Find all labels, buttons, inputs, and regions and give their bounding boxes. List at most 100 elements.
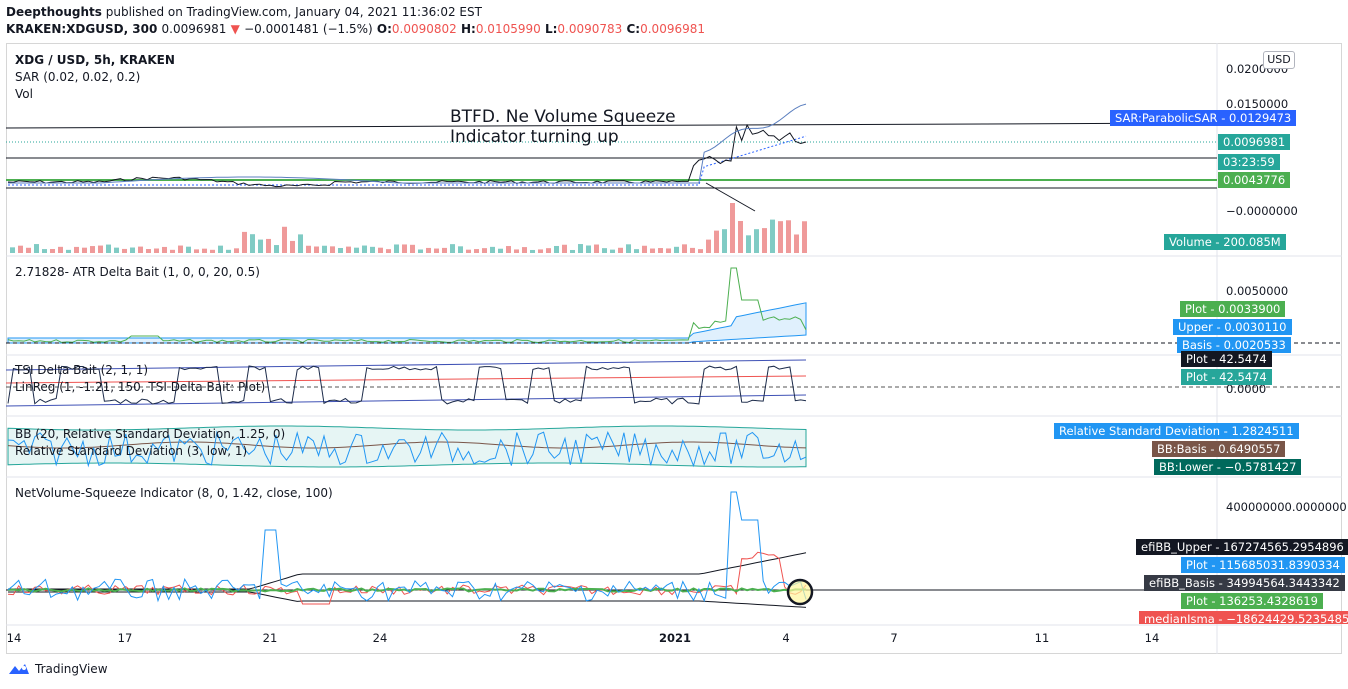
low-value: 0.0090783 bbox=[557, 22, 623, 36]
rsd-pane-title[interactable]: Relative Standard Deviation (3, low, 1) bbox=[15, 444, 248, 458]
atr-band bbox=[7, 302, 807, 344]
tag-value: −0.5781427 bbox=[1224, 460, 1297, 474]
author-name[interactable]: Deepthoughts bbox=[6, 5, 102, 19]
tag-sar-level: 0.0043776 bbox=[1218, 172, 1291, 188]
volume-bar bbox=[434, 248, 439, 253]
linreg-pane-title[interactable]: LinReg (1, -1.21, 150, TSI Delta Bait: P… bbox=[15, 380, 266, 394]
volume-bar bbox=[482, 248, 487, 253]
atr-pane-title[interactable]: 2.71828- ATR Delta Bait (1, 0, 0, 20, 0.… bbox=[15, 265, 260, 279]
tag-value: 167274565.2954896 bbox=[1223, 540, 1344, 554]
price-series bbox=[7, 123, 807, 188]
vol-indicator-label[interactable]: Vol bbox=[15, 87, 33, 101]
volume-bar bbox=[50, 248, 55, 253]
price-axis-label: −0.0000000 bbox=[1226, 204, 1298, 218]
annotation-line-2[interactable]: Indicator turning up bbox=[450, 127, 619, 147]
high-label: H: bbox=[461, 22, 476, 36]
tag-label: Upper bbox=[1178, 320, 1213, 334]
volume-bar bbox=[458, 246, 463, 253]
tag-value: 0.0043776 bbox=[1223, 173, 1286, 187]
volume-bar bbox=[26, 247, 31, 253]
volume-bar bbox=[770, 219, 775, 253]
volume-bar bbox=[546, 248, 551, 253]
bb-pane-title[interactable]: BB (20, Relative Standard Deviation, 1.2… bbox=[15, 427, 286, 441]
volume-bar bbox=[34, 244, 39, 253]
tag-value: 200.085M bbox=[1223, 235, 1281, 249]
volume-bar bbox=[650, 248, 655, 253]
tag-value: 1.2824511 bbox=[1231, 424, 1294, 438]
volume-bar bbox=[170, 249, 175, 253]
tag-value: 0.0020533 bbox=[1223, 338, 1286, 352]
annotation-line-1[interactable]: BTFD. Ne Volume Squeeze bbox=[450, 107, 676, 127]
tag-sar: SAR:ParabolicSAR - 0.0129473 bbox=[1110, 110, 1297, 126]
volume-bar bbox=[226, 249, 231, 253]
tag-value: 42.5474 bbox=[1219, 352, 1267, 366]
tag-value: 0.0033900 bbox=[1218, 302, 1281, 316]
nv-pane-title[interactable]: NetVolume-Squeeze Indicator (8, 0, 1.42,… bbox=[15, 486, 333, 500]
volume-bar bbox=[82, 247, 87, 253]
chart-frame[interactable] bbox=[6, 43, 1342, 654]
volume-bar bbox=[698, 249, 703, 253]
volume-bar bbox=[730, 203, 735, 253]
x-tick: 4 bbox=[782, 631, 790, 645]
volume-bar bbox=[594, 244, 599, 253]
volume-bar bbox=[282, 226, 287, 253]
volume-bar bbox=[234, 248, 239, 253]
open-value: 0.0090802 bbox=[391, 22, 457, 36]
volume-bar bbox=[258, 239, 263, 253]
volume-bar bbox=[442, 247, 447, 253]
tag-label: efiBB_Upper bbox=[1141, 540, 1212, 554]
tsi-pane-title[interactable]: TSI Delta Bait (2, 1, 1) bbox=[15, 363, 149, 377]
volume-bar bbox=[330, 246, 335, 253]
tradingview-logo[interactable]: TradingView bbox=[8, 662, 108, 676]
linreg-upper bbox=[5, 359, 807, 371]
volume-bar bbox=[362, 245, 367, 253]
volume-bar bbox=[218, 245, 223, 253]
x-tick: 24 bbox=[372, 631, 388, 645]
tag-value: 0.0096981 bbox=[1223, 135, 1286, 149]
volume-bar bbox=[10, 247, 15, 253]
ohlc-line: KRAKEN:XDGUSD, 300 0.0096981 ▼ −0.000148… bbox=[6, 22, 705, 36]
volume-bar bbox=[514, 249, 519, 253]
volume-bar bbox=[562, 244, 567, 253]
volume-bar bbox=[178, 245, 183, 253]
volume-bar bbox=[778, 221, 783, 253]
sar-indicator-label[interactable]: SAR (0.02, 0.02, 0.2) bbox=[15, 70, 141, 84]
tag-label: SAR:ParabolicSAR bbox=[1115, 111, 1218, 125]
publish-info: Deepthoughts published on TradingView.co… bbox=[6, 5, 482, 19]
x-tick: 28 bbox=[520, 631, 536, 645]
volume-bar bbox=[738, 221, 743, 253]
volume-bar bbox=[522, 247, 527, 253]
atr-plot bbox=[7, 267, 807, 344]
tag-label: Volume bbox=[1169, 235, 1212, 249]
volume-bar bbox=[674, 246, 679, 253]
x-tick: 14 bbox=[6, 631, 22, 645]
last-price: 0.0096981 bbox=[161, 22, 227, 36]
volume-bar bbox=[66, 249, 71, 253]
volume-bar bbox=[690, 247, 695, 253]
volume-bar bbox=[794, 234, 799, 253]
currency-button[interactable]: USD bbox=[1263, 51, 1295, 69]
arrow-line bbox=[705, 182, 756, 212]
volume-bar bbox=[138, 246, 143, 253]
tag-value: 115685031.8390334 bbox=[1219, 558, 1340, 572]
volume-bar bbox=[202, 248, 207, 253]
nv-upper bbox=[8, 552, 807, 590]
trendline-upper bbox=[5, 122, 1218, 129]
volume-bar bbox=[682, 244, 687, 253]
price-pane-title: XDG / USD, 5h, KRAKEN bbox=[15, 53, 175, 67]
volume-bar bbox=[554, 245, 559, 253]
tradingview-logo-icon bbox=[9, 664, 29, 674]
tag-value: 136253.4328619 bbox=[1219, 594, 1318, 608]
volume-bar bbox=[394, 244, 399, 253]
tag-label: Plot bbox=[1186, 370, 1208, 384]
volume-bar bbox=[194, 249, 199, 253]
tag-value: 0.6490557 bbox=[1218, 442, 1281, 456]
volume-bar bbox=[274, 245, 279, 253]
tag-label: Plot bbox=[1186, 558, 1208, 572]
volume-bar bbox=[634, 249, 639, 253]
volume-bar bbox=[746, 235, 751, 253]
tag-median-isma: medianIsma - −18624429.5235485 bbox=[1139, 611, 1348, 624]
tag-bb-basis: BB:Basis - 0.6490557 bbox=[1152, 441, 1286, 457]
nv-lower bbox=[8, 591, 807, 608]
